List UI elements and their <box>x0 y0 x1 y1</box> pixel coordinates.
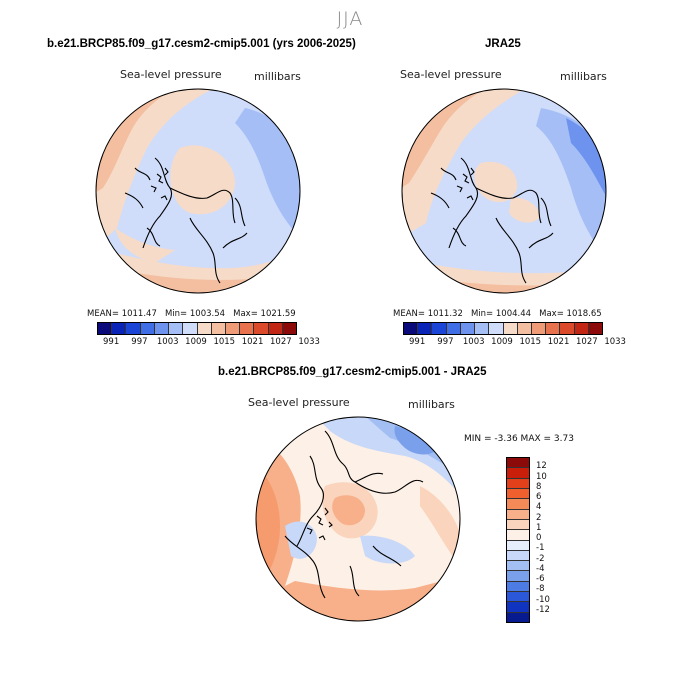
panel-3-colorbar-tick-label: -2 <box>536 553 545 564</box>
panel-1-colorbar-tick-label: 1015 <box>213 337 236 347</box>
panel-1-colorbar-swatch <box>112 323 127 334</box>
panel-1-max: Max= 1021.59 <box>233 309 296 319</box>
panel-1-title: b.e21.BRCP85.f09_g17.cesm2-cmip5.001 (yr… <box>47 38 356 50</box>
panel-2-colorbar-tick-label: 1027 <box>576 337 598 347</box>
panel-1-colorbar-tick-label: 1009 <box>185 337 207 347</box>
panel-1-mean: MEAN= 1011.47 <box>87 309 157 319</box>
panel-2-colorbar-swatch <box>460 323 476 334</box>
panel-3-colorbar <box>506 457 530 623</box>
panel-2-colorbar-tick-label: 1009 <box>491 337 513 347</box>
panel-2-colorbar-tick-label: 997 <box>437 337 454 347</box>
panel-1-units-label: millibars <box>254 70 301 83</box>
panel-2-colorbar-swatch <box>503 323 518 334</box>
panel-3-colorbar-tick-label: -10 <box>536 594 550 605</box>
panel-3-colorbar-tick-label: -4 <box>536 563 545 574</box>
panel-1-colorbar-swatch <box>254 323 269 334</box>
panel-2-mean: MEAN= 1011.32 <box>393 309 463 319</box>
panel-2-colorbar-swatch <box>588 323 603 334</box>
panel-2-max: Max= 1018.65 <box>539 309 602 319</box>
panel-2-colorbar-tick-label: 1015 <box>519 337 542 347</box>
panel-3-minmax: MIN = -3.36 MAX = 3.73 <box>464 434 574 444</box>
panel-3-title: b.e21.BRCP85.f09_g17.cesm2-cmip5.001 - J… <box>218 366 487 378</box>
panel-3-colorbar-tick-label: 2 <box>536 512 542 523</box>
panel-3-colorbar-swatch <box>507 519 529 531</box>
panel-2-units-label: millibars <box>560 70 607 83</box>
panel-3-colorbar-tick-label: 12 <box>536 461 547 472</box>
panel-1-colorbar-swatch <box>225 323 241 334</box>
panel-1-colorbar-swatch <box>169 323 184 334</box>
panel-2-colorbar-swatch <box>446 323 461 334</box>
panel-1-colorbar-tick-label: 1021 <box>241 337 264 347</box>
panel-1-colorbar-swatch <box>126 323 141 334</box>
panel-3-colorbar-swatch <box>507 540 529 551</box>
panel-2-colorbar-swatch <box>432 323 447 334</box>
panel-3-colorbar-tick-label: 10 <box>536 471 547 482</box>
panel-1-colorbar-swatch <box>140 323 155 334</box>
panel-2-colorbar-swatch <box>531 323 547 334</box>
panel-1-colorbar-tick-label: 1027 <box>270 337 292 347</box>
panel-1-polar-map <box>95 88 301 294</box>
panel-3-colorbar-swatch <box>507 499 529 510</box>
panel-3-variable-label: Sea-level pressure <box>248 396 350 409</box>
panel-1-colorbar-tick-label: 991 <box>103 337 120 347</box>
panel-3-colorbar-swatch <box>507 571 529 582</box>
panel-1-colorbar-tick-label: 1033 <box>298 337 320 347</box>
panel-3-colorbar-swatch <box>507 530 529 541</box>
panel-1-colorbar-swatch <box>98 323 113 334</box>
panel-1-colorbar-swatch <box>197 323 212 334</box>
panel-1-colorbar <box>97 322 297 335</box>
panel-3-colorbar-tick-label: 6 <box>536 492 542 502</box>
panel-2-title: JRA25 <box>485 38 521 50</box>
panel-2-colorbar-tick-label: 1003 <box>462 337 485 347</box>
panel-1-colorbar-swatch <box>211 323 226 334</box>
panel-1-colorbar-tick-label: 997 <box>131 337 148 347</box>
panel-2-colorbar-swatch <box>489 323 504 334</box>
panel-2-min: Min= 1004.44 <box>470 309 532 319</box>
panel-1-colorbar-swatch <box>183 323 198 334</box>
panel-1-min: Min= 1003.54 <box>164 309 226 319</box>
panel-3-colorbar-tick-label: 4 <box>536 502 542 513</box>
panel-3-colorbar-ticks: 12 10 8 6 4 2 1 0 -1 -2 -4 -6 -8 -10 -12 <box>536 457 576 621</box>
panel-1-colorbar-swatch <box>268 323 283 334</box>
panel-3-colorbar-tick-label: 8 <box>536 481 542 492</box>
panel-3-colorbar-tick-label: 1 <box>536 522 542 533</box>
panel-3-colorbar-tick-label: -1 <box>536 543 545 554</box>
panel-3-colorbar-swatch <box>507 592 529 603</box>
panel-2-colorbar-swatch <box>574 323 589 334</box>
panel-2-colorbar-swatch <box>404 323 419 334</box>
panel-2-colorbar <box>403 322 603 335</box>
panel-2-colorbar-swatch <box>475 323 490 334</box>
panel-1-colorbar-swatch <box>240 323 255 334</box>
panel-3-colorbar-tick-label: -12 <box>536 604 550 615</box>
panel-2-colorbar-swatch <box>418 323 433 334</box>
panel-3-colorbar-tick-label: -8 <box>536 584 545 595</box>
panel-2-colorbar-tick-label: 1021 <box>547 337 570 347</box>
panel-3-colorbar-swatch <box>507 581 529 593</box>
panel-3-colorbar-swatch <box>507 550 529 562</box>
panel-1-variable-label: Sea-level pressure <box>120 68 222 81</box>
panel-1-colorbar-tick-label: 1003 <box>156 337 179 347</box>
panel-3-colorbar-tick-label: -6 <box>536 574 545 584</box>
panel-3-colorbar-tick-label: 0 <box>536 533 542 543</box>
panel-1-colorbar-swatch <box>154 323 170 334</box>
panel-3-colorbar-swatch <box>507 509 529 520</box>
panel-3-colorbar-swatch <box>507 612 529 622</box>
panel-2-polar-map <box>401 88 607 294</box>
season-title: JJA <box>336 8 364 30</box>
panel-2-colorbar-tick-label: 991 <box>409 337 426 347</box>
panel-3-polar-map <box>255 416 461 622</box>
panel-3-colorbar-swatch <box>507 602 529 613</box>
panel-2-colorbar-tick-label: 1033 <box>604 337 626 347</box>
panel-1-colorbar-swatch <box>282 323 297 334</box>
panel-3-colorbar-swatch <box>507 468 529 479</box>
panel-2-colorbar-swatch <box>517 323 532 334</box>
panel-2-variable-label: Sea-level pressure <box>400 68 502 81</box>
panel-3-colorbar-swatch <box>507 458 529 469</box>
panel-3-colorbar-swatch <box>507 488 529 500</box>
panel-3-colorbar-swatch <box>507 478 529 489</box>
panel-2-colorbar-swatch <box>560 323 575 334</box>
panel-3-colorbar-swatch <box>507 561 529 572</box>
panel-2-colorbar-swatch <box>546 323 561 334</box>
panel-3-units-label: millibars <box>408 398 455 411</box>
